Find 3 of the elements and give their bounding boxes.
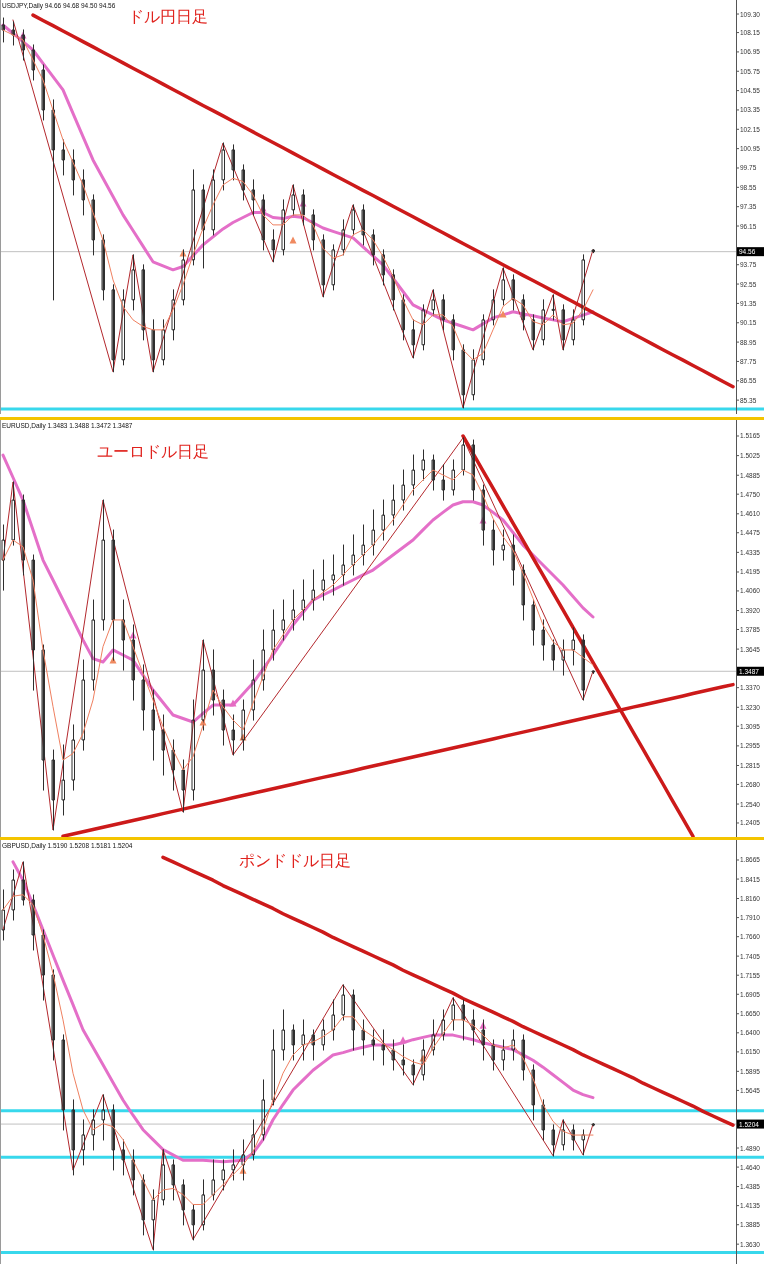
- text: ポンドドル日足: [239, 852, 351, 869]
- text: ユーロドル日足: [97, 443, 209, 460]
- text: ドル円日足: [128, 8, 208, 25]
